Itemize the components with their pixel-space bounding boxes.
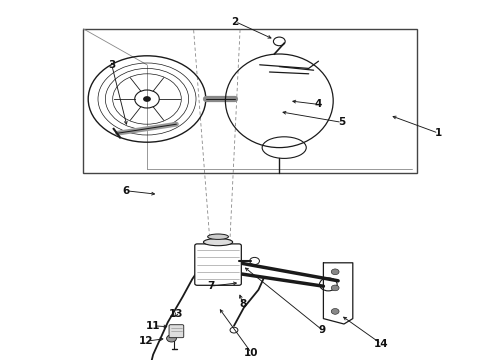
Text: 4: 4 — [315, 99, 322, 109]
FancyBboxPatch shape — [195, 244, 242, 285]
Text: 5: 5 — [339, 117, 345, 127]
Bar — [83, 29, 416, 173]
Text: 8: 8 — [240, 299, 246, 309]
FancyBboxPatch shape — [169, 325, 184, 338]
Text: 2: 2 — [232, 17, 239, 27]
Circle shape — [167, 335, 176, 342]
Text: 3: 3 — [108, 60, 115, 70]
Text: 7: 7 — [207, 281, 215, 291]
Text: 14: 14 — [374, 339, 389, 349]
Text: 11: 11 — [146, 321, 161, 331]
Text: 1: 1 — [435, 128, 442, 138]
Circle shape — [331, 269, 339, 275]
Polygon shape — [323, 263, 353, 324]
Text: 13: 13 — [169, 309, 184, 319]
Circle shape — [331, 309, 339, 314]
Text: 12: 12 — [139, 336, 153, 346]
Text: 10: 10 — [244, 348, 259, 358]
Text: 6: 6 — [123, 186, 130, 196]
Ellipse shape — [203, 238, 233, 246]
Circle shape — [331, 285, 339, 291]
Text: 9: 9 — [319, 325, 326, 335]
Circle shape — [143, 96, 151, 102]
Ellipse shape — [208, 234, 228, 239]
